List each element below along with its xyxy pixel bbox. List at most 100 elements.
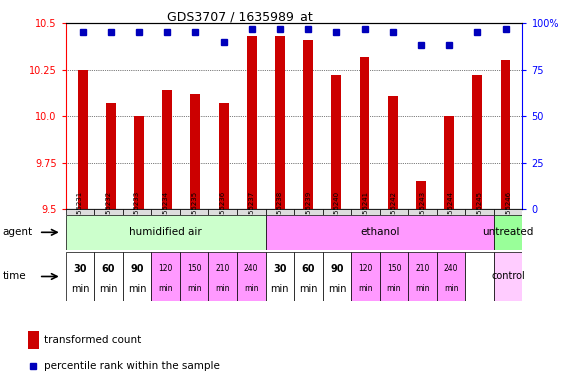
Bar <box>180 252 208 301</box>
Bar <box>303 40 313 209</box>
Text: GSM455235: GSM455235 <box>191 191 197 233</box>
Bar <box>106 103 116 209</box>
Text: untreated: untreated <box>482 227 534 237</box>
Bar <box>465 209 494 215</box>
Text: control: control <box>491 271 525 281</box>
Bar <box>78 70 87 209</box>
Text: 210: 210 <box>215 265 230 273</box>
Bar <box>360 56 369 209</box>
Text: min: min <box>244 285 259 293</box>
Bar <box>247 36 257 209</box>
Text: GSM455237: GSM455237 <box>248 191 254 233</box>
Text: time: time <box>3 271 26 281</box>
Text: 90: 90 <box>130 264 144 274</box>
Text: min: min <box>299 284 317 294</box>
Text: 240: 240 <box>244 265 259 273</box>
Text: GSM455241: GSM455241 <box>363 191 368 233</box>
Text: GSM455243: GSM455243 <box>420 191 425 233</box>
Bar <box>416 181 426 209</box>
Bar <box>275 36 285 209</box>
Bar <box>66 252 94 301</box>
Bar <box>237 252 266 301</box>
Text: 150: 150 <box>387 265 401 273</box>
Bar <box>494 209 522 215</box>
Bar <box>323 209 351 215</box>
Bar <box>208 252 237 301</box>
Bar <box>94 209 123 215</box>
Text: min: min <box>215 285 230 293</box>
Text: 240: 240 <box>444 265 459 273</box>
Bar <box>294 252 323 301</box>
Text: min: min <box>415 285 430 293</box>
Text: GSM455231: GSM455231 <box>77 191 83 233</box>
Bar <box>66 209 94 215</box>
Text: 60: 60 <box>102 264 115 274</box>
Bar <box>266 215 494 250</box>
Text: GDS3707 / 1635989_at: GDS3707 / 1635989_at <box>167 10 313 23</box>
Bar <box>266 252 294 301</box>
Bar <box>501 60 510 209</box>
Bar <box>191 94 200 209</box>
Bar <box>266 209 294 215</box>
Text: min: min <box>271 284 289 294</box>
Text: 120: 120 <box>358 265 373 273</box>
Bar <box>66 215 266 250</box>
Text: min: min <box>358 285 373 293</box>
Bar <box>444 116 454 209</box>
Text: percentile rank within the sample: percentile rank within the sample <box>44 361 220 371</box>
Bar <box>151 209 180 215</box>
Text: min: min <box>444 285 459 293</box>
Bar <box>380 209 408 215</box>
Text: ethanol: ethanol <box>360 227 400 237</box>
Text: min: min <box>128 284 146 294</box>
Bar <box>123 252 151 301</box>
Bar <box>437 209 465 215</box>
Text: min: min <box>328 284 346 294</box>
Text: 90: 90 <box>330 264 344 274</box>
Text: 120: 120 <box>158 265 173 273</box>
Text: GSM455244: GSM455244 <box>448 191 454 233</box>
Bar <box>472 75 482 209</box>
Bar <box>351 252 380 301</box>
Bar <box>408 252 437 301</box>
Bar <box>28 331 39 349</box>
Text: 150: 150 <box>187 265 202 273</box>
Text: GSM455233: GSM455233 <box>134 191 140 233</box>
Text: GSM455245: GSM455245 <box>477 191 482 233</box>
Bar <box>123 209 151 215</box>
Bar <box>219 103 228 209</box>
Text: GSM455240: GSM455240 <box>334 191 340 233</box>
Text: 30: 30 <box>273 264 287 274</box>
Text: GSM455236: GSM455236 <box>220 191 226 233</box>
Bar <box>294 209 323 215</box>
Bar <box>437 252 465 301</box>
Bar <box>134 116 144 209</box>
Bar <box>323 252 351 301</box>
Text: GSM455238: GSM455238 <box>277 191 283 233</box>
Bar <box>208 209 237 215</box>
Text: 30: 30 <box>73 264 87 274</box>
Text: agent: agent <box>3 227 33 237</box>
Text: transformed count: transformed count <box>44 335 141 345</box>
Bar <box>237 209 266 215</box>
Bar <box>94 252 123 301</box>
Text: humidified air: humidified air <box>129 227 202 237</box>
Bar <box>351 209 380 215</box>
Text: 210: 210 <box>415 265 430 273</box>
Text: GSM455232: GSM455232 <box>106 191 111 233</box>
Bar <box>388 96 397 209</box>
Text: min: min <box>387 285 401 293</box>
Bar <box>180 209 208 215</box>
Bar <box>331 75 341 209</box>
Bar <box>494 215 522 250</box>
Text: 60: 60 <box>301 264 315 274</box>
Text: GSM455246: GSM455246 <box>505 191 511 233</box>
Text: GSM455234: GSM455234 <box>163 191 168 233</box>
Bar <box>151 252 180 301</box>
Text: min: min <box>187 285 202 293</box>
Bar <box>380 252 408 301</box>
Bar <box>465 252 494 301</box>
Bar <box>162 90 172 209</box>
Bar <box>494 252 522 301</box>
Text: min: min <box>158 285 173 293</box>
